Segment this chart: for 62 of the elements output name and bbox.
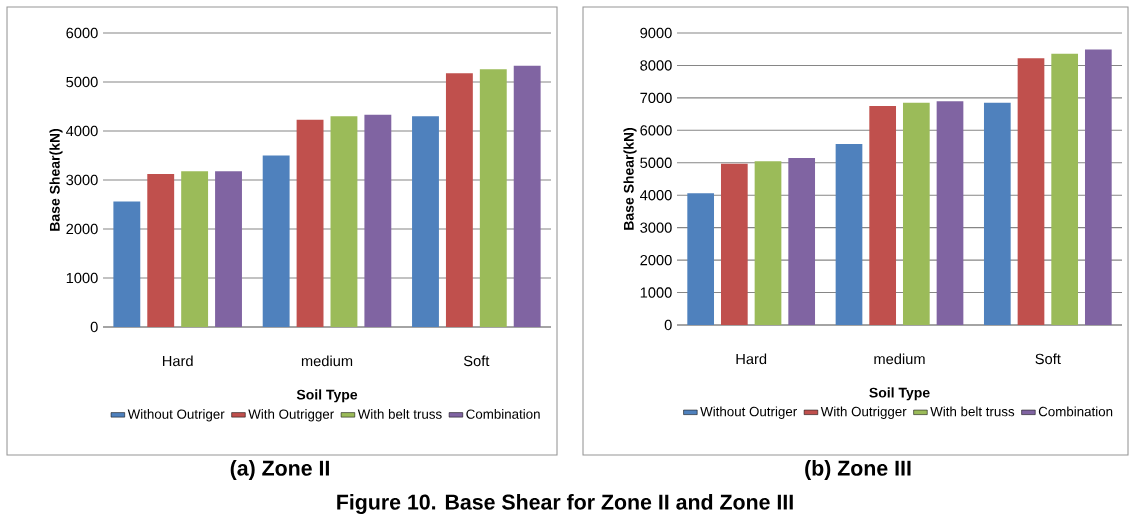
bar xyxy=(513,65,541,327)
y-tick-label: 2000 xyxy=(66,223,98,235)
caption: Figure 10. Base Shear for Zone II and Zone III xyxy=(337,494,793,514)
legend-label: Without Outriger xyxy=(127,409,225,422)
bar xyxy=(215,171,242,327)
x-tick-label: Soft xyxy=(1035,353,1061,365)
bar xyxy=(788,157,816,325)
legend-label: With Outrigger xyxy=(820,406,907,419)
x-axis-title: Soil Type xyxy=(296,389,358,403)
legend-label: With belt truss xyxy=(357,409,442,419)
y-tick-label: 5000 xyxy=(66,76,98,88)
bar xyxy=(445,73,473,327)
bar xyxy=(1084,49,1112,325)
bar xyxy=(720,163,748,325)
legend-label: Without Outriger xyxy=(700,406,797,419)
x-axis-title: Soil Type xyxy=(869,387,930,401)
bar xyxy=(1017,58,1045,325)
bar xyxy=(147,174,175,327)
bar xyxy=(983,102,1011,325)
bar xyxy=(1051,53,1079,325)
legend-label: With Outrigger xyxy=(248,409,334,422)
bar xyxy=(835,143,863,325)
legend-label: Combination xyxy=(1038,406,1113,417)
bar xyxy=(296,119,324,327)
y-tick-label: 4000 xyxy=(66,125,98,137)
bar xyxy=(262,155,290,327)
x-tick-label: medium xyxy=(874,353,925,365)
bar xyxy=(181,171,209,327)
bar xyxy=(869,105,897,325)
x-tick-label: Hard xyxy=(162,355,193,367)
y-tick-label: 8000 xyxy=(640,60,672,71)
y-tick-label: 3000 xyxy=(640,222,672,233)
y-tick-label: 1000 xyxy=(66,272,98,284)
y-tick-label: 5000 xyxy=(640,157,672,168)
y-tick-label: 0 xyxy=(90,321,98,333)
bar xyxy=(687,193,715,325)
x-tick-label: Soft xyxy=(463,355,490,367)
legend-label: Combination xyxy=(466,409,540,419)
bar xyxy=(364,114,392,327)
y-axis-title: Base Shear(kN) xyxy=(623,127,637,230)
bar xyxy=(412,116,439,327)
x-tick-label: Hard xyxy=(736,353,767,365)
y-tick-label: 3000 xyxy=(66,174,98,186)
bar xyxy=(330,116,358,327)
y-axis-title: Base Shear(kN) xyxy=(49,128,63,231)
text: (b) Zone III xyxy=(805,460,911,480)
y-tick-label: 6000 xyxy=(66,27,98,39)
y-tick-label: 4000 xyxy=(640,190,672,201)
y-tick-label: 7000 xyxy=(640,92,672,104)
bar xyxy=(479,69,507,327)
bar xyxy=(936,101,964,325)
y-tick-label: 9000 xyxy=(640,27,672,39)
bar xyxy=(902,102,930,325)
y-tick-label: 1000 xyxy=(640,287,672,298)
y-tick-label: 6000 xyxy=(640,125,672,136)
bar xyxy=(113,201,141,327)
bar xyxy=(754,161,782,325)
legend-label: With belt truss xyxy=(930,406,1015,417)
y-tick-label: 0 xyxy=(664,319,672,331)
text: (a) Zone II xyxy=(230,460,329,480)
y-tick-label: 2000 xyxy=(640,254,672,266)
x-tick-label: medium xyxy=(301,355,353,367)
